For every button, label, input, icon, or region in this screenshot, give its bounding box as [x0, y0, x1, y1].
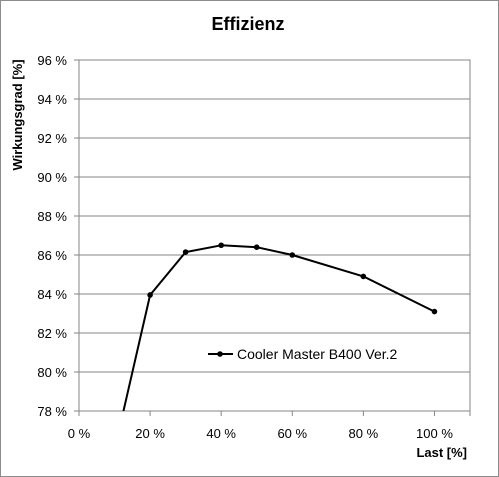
series-line — [122, 244, 435, 411]
x-axis-label: Last [%] — [416, 445, 467, 460]
y-tick-label: 88 % — [37, 209, 67, 224]
data-point — [431, 308, 438, 315]
x-tick-label: 40 % — [206, 426, 236, 441]
y-tick-label: 96 % — [37, 53, 67, 68]
y-axis-label: Wirkungsgrad [%] — [10, 59, 25, 170]
data-point — [147, 292, 153, 298]
legend-marker — [217, 351, 223, 357]
data-point — [360, 273, 367, 280]
x-tick-label: 0 % — [68, 426, 91, 441]
legend-label: Cooler Master B400 Ver.2 — [237, 346, 398, 362]
data-point — [218, 242, 224, 249]
y-tick-label: 84 % — [37, 287, 67, 302]
y-tick-label: 90 % — [37, 170, 67, 185]
series-layer — [122, 242, 438, 411]
data-point — [182, 249, 189, 255]
legend: Cooler Master B400 Ver.2 — [208, 346, 398, 362]
y-tick-label: 94 % — [37, 92, 67, 107]
x-tick-label: 80 % — [349, 426, 379, 441]
data-point — [253, 244, 260, 250]
y-tick-label: 86 % — [37, 248, 67, 263]
x-tick-label: 100 % — [416, 426, 453, 441]
x-tick-label: 20 % — [135, 426, 165, 441]
y-tick-label: 78 % — [37, 404, 67, 419]
x-axis-ticks: 0 % 20 % 40 % 60 % 80 % 100 % — [68, 411, 471, 441]
data-point — [289, 252, 296, 258]
chart-title: Effizienz — [211, 14, 284, 34]
y-tick-label: 82 % — [37, 326, 67, 341]
y-tick-label: 92 % — [37, 131, 67, 146]
x-tick-label: 60 % — [277, 426, 307, 441]
plot-area — [78, 59, 471, 412]
y-tick-label: 80 % — [37, 365, 67, 380]
y-axis-ticks: 78 % 80 % 82 % 84 % 86 % 88 % 90 % 92 % 94 % 96 % — [37, 53, 79, 419]
